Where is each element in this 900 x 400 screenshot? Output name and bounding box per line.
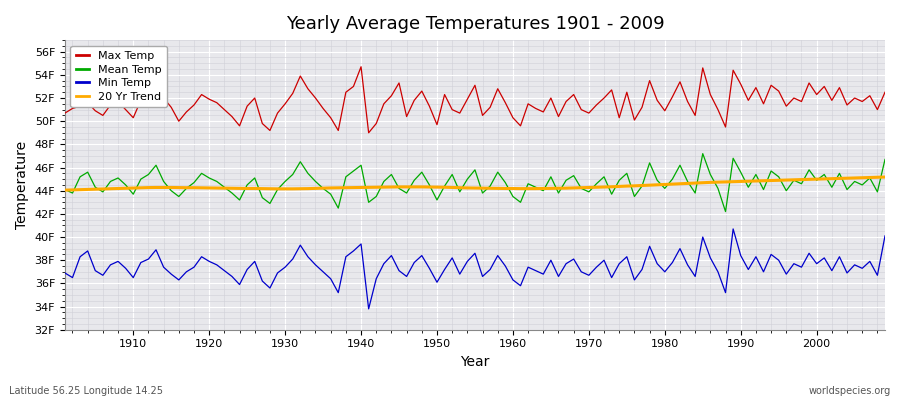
Text: Latitude 56.25 Longitude 14.25: Latitude 56.25 Longitude 14.25 (9, 386, 163, 396)
Text: worldspecies.org: worldspecies.org (809, 386, 891, 396)
Legend: Max Temp, Mean Temp, Min Temp, 20 Yr Trend: Max Temp, Mean Temp, Min Temp, 20 Yr Tre… (70, 46, 167, 107)
X-axis label: Year: Year (460, 355, 490, 369)
Title: Yearly Average Temperatures 1901 - 2009: Yearly Average Temperatures 1901 - 2009 (285, 15, 664, 33)
Y-axis label: Temperature: Temperature (15, 141, 29, 229)
